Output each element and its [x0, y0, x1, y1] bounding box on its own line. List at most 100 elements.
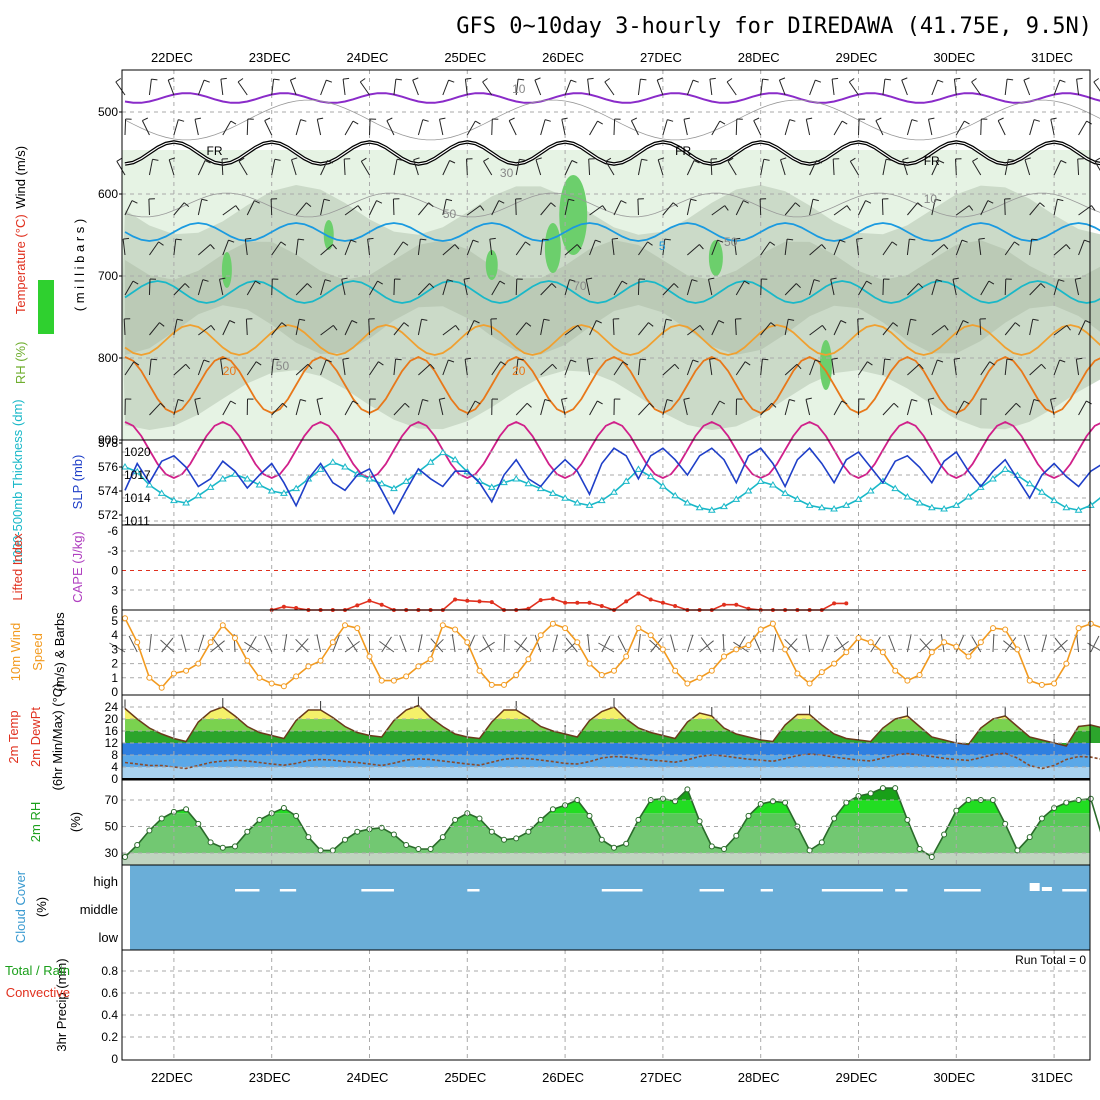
- wind-barb-flag: [911, 399, 918, 402]
- wind-barb: [418, 363, 431, 376]
- wind-barb: [686, 279, 693, 296]
- thickness-point: [377, 479, 386, 487]
- wind10-barb: [601, 635, 611, 653]
- wind-barb-flag: [544, 399, 551, 402]
- wind10-point: [831, 660, 838, 667]
- wind10-point: [892, 667, 899, 674]
- wind-barb: [760, 278, 762, 296]
- wind-barb: [1029, 239, 1033, 256]
- wind10-point: [941, 639, 948, 646]
- wind-barb-flag: [403, 322, 410, 327]
- cape-ylabel: CAPE (J/kg): [70, 531, 85, 603]
- wind-barb-flag: [771, 402, 777, 408]
- wind-barb-flag: [901, 77, 908, 81]
- wind-barb-flag: [561, 397, 568, 400]
- wind10-barb: [246, 636, 257, 653]
- wind-barb-flag: [753, 117, 760, 122]
- rh2m-point: [721, 846, 727, 852]
- wind10-point: [476, 667, 483, 674]
- wind10-barb: [344, 640, 360, 653]
- rh-moist-blob: [708, 240, 723, 276]
- rh2m-point: [1063, 799, 1070, 806]
- wind-barb: [515, 159, 520, 176]
- wind-barb: [733, 239, 737, 256]
- contour-label: 50: [443, 207, 457, 221]
- wind-barb: [978, 239, 982, 256]
- wind-barb-flag: [300, 119, 307, 122]
- wind-barb-flag: [997, 117, 1004, 122]
- wind-barb: [442, 325, 456, 336]
- wind-barb-flag: [569, 279, 576, 282]
- wind-barb: [638, 241, 649, 256]
- svg-text:RH (%) Temperature (°C: RH (%) Temperature (°C) Wind (m/s): [13, 146, 28, 384]
- wind-barb-flag: [178, 119, 185, 122]
- wind-barb: [710, 158, 713, 176]
- wind-barb-flag: [352, 120, 359, 125]
- isotherm-orange: [124, 356, 1100, 414]
- wind-barb: [956, 205, 970, 216]
- wind-barb: [417, 399, 423, 416]
- wind10-point: [342, 622, 348, 629]
- wind-barb-flag: [326, 79, 333, 83]
- wind-barb: [662, 399, 668, 416]
- wind10-barb: [244, 641, 260, 653]
- temp-label: Temperature (°C): [13, 214, 28, 314]
- wind-barb: [711, 120, 721, 136]
- thickness-point: [280, 489, 288, 496]
- wind-barb: [417, 239, 421, 256]
- wind-barb-flag: [159, 322, 165, 327]
- wind-barb-flag: [526, 402, 532, 408]
- wind-barb: [858, 280, 867, 296]
- thickness-point: [365, 475, 374, 482]
- wind-barb-flag: [917, 202, 923, 207]
- wind-barb: [1004, 402, 1017, 416]
- wind-barb-flag: [151, 358, 158, 361]
- wind-barb-flag: [587, 77, 594, 80]
- wind-barb-flag: [290, 77, 297, 81]
- wind-barb: [359, 81, 370, 96]
- rh2m-point: [916, 846, 923, 852]
- thickness-point: [793, 495, 802, 502]
- wind10-barb: [515, 637, 528, 653]
- thickness-point: [756, 477, 765, 484]
- wind-barb: [882, 278, 884, 296]
- lifted-index-point: [538, 598, 543, 603]
- wind10-point: [928, 649, 935, 656]
- wind-barb: [466, 320, 475, 336]
- rh2m-point: [513, 835, 520, 842]
- wind-barb-flag: [918, 283, 924, 289]
- wind-barb-flag: [936, 279, 943, 282]
- rh2m-point: [476, 815, 483, 822]
- wind10-point: [586, 660, 593, 667]
- wind-barb: [222, 120, 232, 136]
- wind-barb: [1004, 241, 1015, 256]
- wind10-barb: [722, 633, 725, 653]
- wind-barb: [931, 244, 945, 256]
- wind-barb-flag: [448, 359, 455, 363]
- lifted-index-point: [648, 597, 653, 602]
- wind-barb: [809, 279, 815, 296]
- rh-moist-blob: [485, 250, 498, 280]
- wind10-point: [1051, 680, 1058, 687]
- wind-barb: [320, 160, 328, 176]
- wind-barb-flag: [812, 198, 819, 202]
- millibars-label: ( m i l l i b a r s ): [72, 219, 87, 311]
- wind-barb: [1029, 399, 1035, 416]
- thickness-point: [781, 489, 790, 496]
- wind-barb: [173, 283, 186, 296]
- wind-barb-flag: [937, 79, 944, 83]
- wind-barb-flag: [151, 78, 158, 81]
- wind10-barb: [128, 635, 138, 653]
- wind10-point: [378, 677, 385, 684]
- wind-barb: [246, 361, 257, 376]
- wind-barb: [605, 161, 615, 176]
- wind-barb: [148, 79, 152, 96]
- wind-barb-flag: [605, 157, 612, 162]
- wind-barb-flag: [841, 120, 848, 125]
- thickness-point: [842, 501, 851, 508]
- rh2m-point: [1014, 847, 1021, 854]
- rh2m-point: [488, 828, 495, 835]
- wind-barb-flag: [1024, 157, 1031, 161]
- wind-barb-flag: [841, 400, 848, 405]
- wind-barb: [760, 159, 765, 176]
